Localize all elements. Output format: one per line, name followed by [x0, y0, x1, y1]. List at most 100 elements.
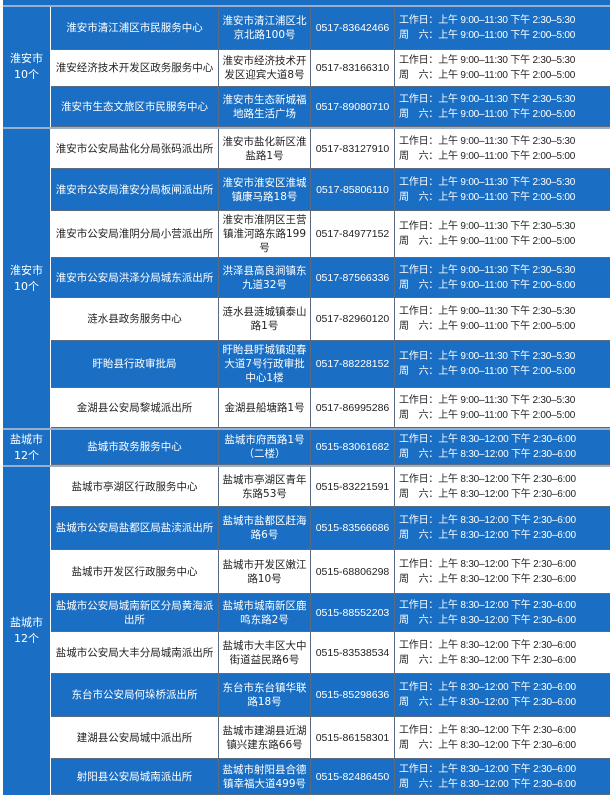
- hours-cell: 工作日：上午 9:00–11:30 下午 2:30–5:30 周 六：上午 9:0…: [395, 258, 610, 297]
- weekday-hours: 工作日：上午 8:30–12:00 下午 2:30–6:00: [399, 682, 576, 693]
- city-group: 淮安市 10个 淮安市公安局盐化分局张码派出所 淮安市盐化新区淮盐路1号 0517-8…: [3, 127, 610, 428]
- address-cell: 洪泽县高良涧镇东九道32号: [219, 258, 311, 297]
- phone-cell: 0517-84977152: [311, 211, 395, 257]
- hours-cell: 工作日：上午 9:00–11:30 下午 2:30–5:30 周 六：上午 9:0…: [395, 129, 610, 168]
- name-cell: 淮安市公安局淮安分局板闸派出所: [51, 169, 219, 210]
- group-rows: 淮安市清江浦区市民服务中心 淮安市清江浦区北京北路100号 0517-8364246…: [51, 7, 610, 127]
- saturday-hours: 周 六：上午 9:00–11:00 下午 2:00–5:00: [399, 191, 576, 203]
- city-group: 淮安市 10个 淮安市清江浦区市民服务中心 淮安市清江浦区北京北路100号 0517-…: [3, 5, 610, 127]
- name-cell: 淮安经济技术开发区政务服务中心: [51, 50, 219, 86]
- hours-cell: 工作日：上午 9:00–11:30 下午 2:30–5:30 周 六：上午 9:0…: [395, 87, 610, 126]
- group-rows: 淮安市公安局盐化分局张码派出所 淮安市盐化新区淮盐路1号 0517-83127910…: [51, 129, 610, 428]
- saturday-hours: 周 六：上午 8:30–12:00 下午 2:30–6:00: [399, 488, 576, 500]
- city-group: 盐城市 12个 盐城市亭湖区行政服务中心 盐城市亭湖区青年东路53号 0515-832…: [3, 465, 610, 795]
- name-cell: 盐城市政务服务中心: [51, 430, 219, 464]
- hours-cell: 工作日：上午 8:30–12:00 下午 2:30–6:00 周 六：上午 8:3…: [395, 467, 610, 506]
- phone-cell: 0515-88552203: [311, 594, 395, 631]
- weekday-hours: 工作日：上午 9:00–11:30 下午 2:30–5:30: [399, 221, 576, 232]
- name-cell: 淮安市生态文旅区市民服务中心: [51, 87, 219, 126]
- weekday-hours: 工作日：上午 9:00–11:30 下午 2:30–5:30: [399, 93, 576, 105]
- phone-cell: 0517-85806110: [311, 169, 395, 210]
- table-row: 射阳县公安局城南派出所 盐城市射阳县合德镇幸福大道499号 0515-8248645…: [51, 759, 610, 795]
- saturday-hours: 周 六：上午 8:30–12:00 下午 2:30–6:00: [399, 449, 576, 460]
- saturday-hours: 周 六：上午 9:00–11:00 下午 2:00–5:00: [399, 30, 576, 41]
- phone-cell: 0517-89080710: [311, 87, 395, 126]
- address-cell: 盐城市建湖县近湖镇兴建东路66号: [219, 717, 311, 758]
- address-cell: 淮安市淮安区淮城镇康马路18号: [219, 169, 311, 210]
- table-row: 东台市公安局何垛桥派出所 东台市东台镇华联路18号 0515-85298636 工作日…: [51, 674, 610, 717]
- table-row: 涟水县政务服务中心 涟水县涟城镇泰山路1号 0517-82960120 工作日：上午 …: [51, 298, 610, 341]
- address-cell: 盐城市盐都区赶海路6号: [219, 507, 311, 549]
- name-cell: 淮安市公安局淮阴分局小营派出所: [51, 211, 219, 257]
- address-cell: 盐城市开发区嫩江路10号: [219, 550, 311, 593]
- phone-cell: 0517-83127910: [311, 129, 395, 168]
- weekday-hours: 工作日：上午 9:00–11:30 下午 2:30–5:30: [399, 306, 576, 317]
- table-row: 盐城市公安局城南新区分局黄海派出所 盐城市城南新区鹿鸣东路2号 0515-88552…: [51, 594, 610, 632]
- saturday-hours: 周 六：上午 9:00–11:00 下午 2:00–5:00: [399, 366, 576, 377]
- address-cell: 盐城市大丰区大中街道益民路6号: [219, 632, 311, 673]
- weekday-hours: 工作日：上午 9:00–11:30 下午 2:30–5:30: [399, 394, 576, 406]
- phone-cell: 0515-83221591: [311, 467, 395, 506]
- table-row: 盐城市政务服务中心 盐城市府西路1号（二楼） 0515-83061682 工作日：上午…: [51, 430, 610, 465]
- phone-cell: 0515-82486450: [311, 759, 395, 794]
- table-row: 淮安市公安局盐化分局张码派出所 淮安市盐化新区淮盐路1号 0517-83127910…: [51, 129, 610, 169]
- hours-cell: 工作日：上午 8:30–12:00 下午 2:30–6:00 周 六：上午 8:3…: [395, 550, 610, 593]
- table-body: 淮安市 10个 淮安市清江浦区市民服务中心 淮安市清江浦区北京北路100号 0517-…: [3, 5, 610, 795]
- table-row: 淮安市公安局淮安分局板闸派出所 淮安市淮安区淮城镇康马路18号 0517-85806…: [51, 169, 610, 211]
- city-group: 盐城市 12个 盐城市政务服务中心 盐城市府西路1号（二楼） 0515-8306168…: [3, 428, 610, 465]
- hours-cell: 工作日：上午 9:00–11:30 下午 2:30–5:30 周 六：上午 9:0…: [395, 388, 610, 427]
- weekday-hours: 工作日：上午 9:00–11:30 下午 2:30–5:30: [399, 15, 576, 26]
- name-cell: 淮安市清江浦区市民服务中心: [51, 7, 219, 49]
- table-row: 盐城市公安局大丰分局城南派出所 盐城市大丰区大中街道益民路6号 0515-83538…: [51, 632, 610, 674]
- phone-cell: 0515-83061682: [311, 430, 395, 464]
- name-cell: 金湖县公安局黎城派出所: [51, 388, 219, 427]
- saturday-hours: 周 六：上午 9:00–11:00 下午 2:00–5:00: [399, 150, 576, 162]
- address-cell: 淮安市生态新城福地路生活广场: [219, 87, 311, 126]
- table-row: 淮安市生态文旅区市民服务中心 淮安市生态新城福地路生活广场 0517-8908071…: [51, 87, 610, 127]
- name-cell: 盐城市开发区行政服务中心: [51, 550, 219, 593]
- phone-cell: 0517-86995286: [311, 388, 395, 427]
- name-cell: 射阳县公安局城南派出所: [51, 759, 219, 794]
- city-cell: 淮安市 10个: [3, 7, 51, 127]
- phone-cell: 0515-86158301: [311, 717, 395, 758]
- address-cell: 盐城市府西路1号（二楼）: [219, 430, 311, 464]
- address-cell: 淮安市盐化新区淮盐路1号: [219, 129, 311, 168]
- weekday-hours: 工作日：上午 8:30–12:00 下午 2:30–6:00: [399, 558, 576, 570]
- name-cell: 盐城市公安局大丰分局城南派出所: [51, 632, 219, 673]
- weekday-hours: 工作日：上午 8:30–12:00 下午 2:30–6:00: [399, 515, 576, 526]
- hours-cell: 工作日：上午 8:30–12:00 下午 2:30–6:00 周 六：上午 8:3…: [395, 632, 610, 673]
- weekday-hours: 工作日：上午 8:30–12:00 下午 2:30–6:00: [399, 724, 576, 736]
- saturday-hours: 周 六：上午 9:00–11:00 下午 2:00–5:00: [399, 108, 576, 120]
- hours-cell: 工作日：上午 8:30–12:00 下午 2:30–6:00 周 六：上午 8:3…: [395, 594, 610, 631]
- address-cell: 盐城市亭湖区青年东路53号: [219, 467, 311, 506]
- weekday-hours: 工作日：上午 9:00–11:30 下午 2:30–5:30: [399, 135, 576, 147]
- weekday-hours: 工作日：上午 8:30–12:00 下午 2:30–6:00: [399, 599, 576, 611]
- hours-cell: 工作日：上午 9:00–11:30 下午 2:30–5:30 周 六：上午 9:0…: [395, 50, 610, 86]
- address-cell: 盐城市射阳县合德镇幸福大道499号: [219, 759, 311, 794]
- saturday-hours: 周 六：上午 9:00–11:00 下午 2:00–5:00: [399, 279, 576, 291]
- hours-cell: 工作日：上午 9:00–11:30 下午 2:30–5:30 周 六：上午 9:0…: [395, 169, 610, 210]
- phone-cell: 0515-68806298: [311, 550, 395, 593]
- saturday-hours: 周 六：上午 8:30–12:00 下午 2:30–6:00: [399, 530, 576, 541]
- phone-cell: 0517-83166310: [311, 50, 395, 86]
- hours-cell: 工作日：上午 9:00–11:30 下午 2:30–5:30 周 六：上午 9:0…: [395, 211, 610, 257]
- city-cell: 淮安市 10个: [3, 129, 51, 428]
- weekday-hours: 工作日：上午 8:30–12:00 下午 2:30–6:00: [399, 639, 576, 651]
- address-cell: 淮安市清江浦区北京北路100号: [219, 7, 311, 49]
- hours-cell: 工作日：上午 9:00–11:30 下午 2:30–5:30 周 六：上午 9:0…: [395, 7, 610, 49]
- weekday-hours: 工作日：上午 8:30–12:00 下午 2:30–6:00: [399, 434, 576, 445]
- saturday-hours: 周 六：上午 8:30–12:00 下午 2:30–6:00: [399, 697, 576, 708]
- phone-cell: 0515-83566686: [311, 507, 395, 549]
- table-row: 盐城市公安局盐都区局盐渎派出所 盐城市盐都区赶海路6号 0515-83566686 工…: [51, 507, 610, 550]
- hours-cell: 工作日：上午 8:30–12:00 下午 2:30–6:00 周 六：上午 8:3…: [395, 430, 610, 464]
- name-cell: 盐城市公安局盐都区局盐渎派出所: [51, 507, 219, 549]
- name-cell: 淮安市公安局洪泽分局城东派出所: [51, 258, 219, 297]
- name-cell: 涟水县政务服务中心: [51, 298, 219, 340]
- saturday-hours: 周 六：上午 9:00–11:00 下午 2:00–5:00: [399, 321, 576, 332]
- hours-cell: 工作日：上午 8:30–12:00 下午 2:30–6:00 周 六：上午 8:3…: [395, 759, 610, 794]
- group-rows: 盐城市亭湖区行政服务中心 盐城市亭湖区青年东路53号 0515-83221591 工作…: [51, 467, 610, 795]
- hours-cell: 工作日：上午 8:30–12:00 下午 2:30–6:00 周 六：上午 8:3…: [395, 674, 610, 716]
- address-cell: 淮安市淮阴区王营镇淮河路东路199号: [219, 211, 311, 257]
- saturday-hours: 周 六：上午 9:00–11:00 下午 2:00–5:00: [399, 70, 576, 81]
- table-row: 盐城市亭湖区行政服务中心 盐城市亭湖区青年东路53号 0515-83221591 工作…: [51, 467, 610, 507]
